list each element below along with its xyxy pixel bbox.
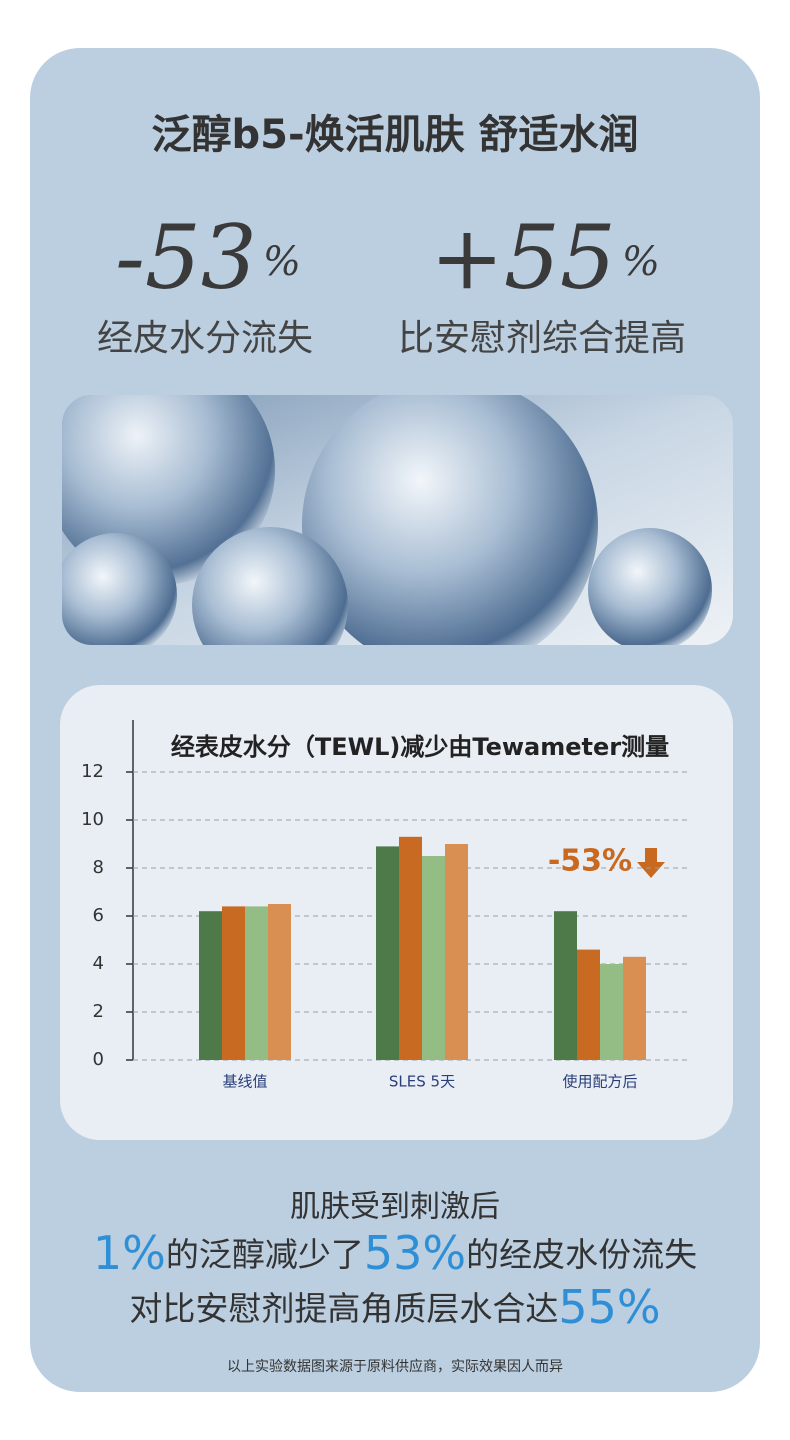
bar xyxy=(422,856,445,1060)
bar xyxy=(268,904,291,1060)
y-tick-label: 8 xyxy=(93,857,104,878)
stat-number: -53 xyxy=(115,206,257,309)
highlight: 1% xyxy=(93,1226,166,1280)
bar xyxy=(445,844,468,1060)
stat-unit: % xyxy=(263,239,301,285)
y-tick-label: 6 xyxy=(93,905,104,926)
y-tick-label: 0 xyxy=(93,1049,104,1070)
bubbles-image xyxy=(62,395,733,645)
summary-line: 对比安慰剂提高角质层水合达55% xyxy=(129,1280,660,1334)
summary-line: 1%的泛醇减少了53%的经皮水份流失 xyxy=(93,1226,697,1280)
x-tick-label: 使用配方后 xyxy=(562,1073,637,1091)
bar xyxy=(399,836,422,1060)
bar xyxy=(577,949,600,1060)
bar xyxy=(222,906,245,1060)
y-tick-label: 12 xyxy=(81,761,104,782)
stat-label: 经皮水分流失 xyxy=(97,318,313,359)
stat-value: -53% xyxy=(115,206,301,309)
summary-text: 的经皮水份流失 xyxy=(466,1235,697,1274)
chart-title: 经表皮水分（TEWL)减少由Tewameter测量 xyxy=(171,733,669,761)
bar xyxy=(623,956,646,1060)
footnote: 以上实验数据图来源于原料供应商，实际效果因人而异 xyxy=(227,1358,563,1375)
annotation: -53% xyxy=(548,844,632,879)
stat-unit: % xyxy=(622,239,660,285)
x-tick-label: SLES 5天 xyxy=(389,1073,455,1091)
y-tick-label: 10 xyxy=(81,809,104,830)
y-tick-label: 2 xyxy=(93,1001,104,1022)
bar xyxy=(245,906,268,1060)
down-arrow xyxy=(637,848,665,878)
summary-line: 肌肤受到刺激后 xyxy=(290,1190,500,1225)
chart: 经表皮水分（TEWL)减少由Tewameter测量 0 2 4 6 8 10 12 基线值 SL… xyxy=(81,720,688,1091)
x-tick-label: 基线值 xyxy=(222,1073,267,1091)
stat-label: 比安慰剂综合提高 xyxy=(398,318,686,359)
highlight: 55% xyxy=(558,1280,660,1334)
stat-number: +55 xyxy=(430,206,616,309)
bar xyxy=(554,911,577,1060)
bar xyxy=(600,964,623,1060)
stat-value: +55% xyxy=(430,206,660,309)
summary-text: 对比安慰剂提高角质层水合达 xyxy=(129,1289,558,1328)
y-tick-label: 4 xyxy=(93,953,104,974)
highlight: 53% xyxy=(364,1226,466,1280)
title: 泛醇b5-焕活肌肤 舒适水润 xyxy=(152,112,639,158)
summary-text: 的泛醇减少了 xyxy=(166,1235,364,1274)
bar xyxy=(376,846,399,1060)
bar xyxy=(199,911,222,1060)
